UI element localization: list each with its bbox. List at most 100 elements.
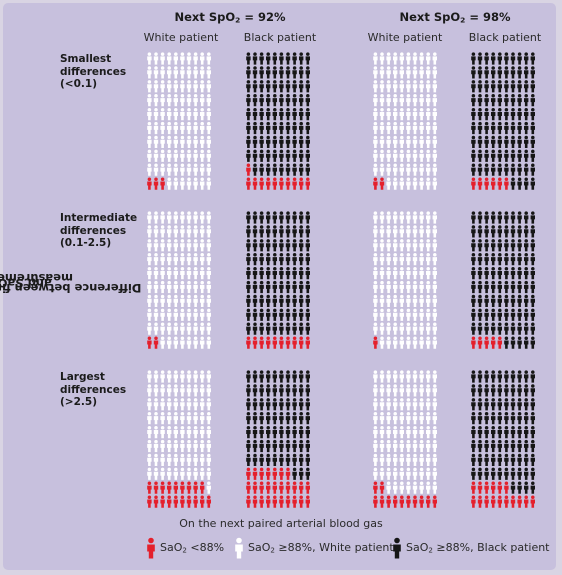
person-icon-white [393, 467, 398, 480]
person-icon-black [477, 439, 483, 453]
person-icon-black [471, 308, 476, 321]
person-icon-white [386, 94, 391, 107]
person-icon-white [180, 425, 185, 439]
person-icon-white [206, 107, 211, 121]
person-icon-white [373, 94, 378, 107]
person-icon-black [259, 239, 264, 252]
grid-largest-white-spo2-98 [373, 370, 437, 508]
person-icon-white [393, 149, 398, 162]
person-icon-black [272, 280, 277, 294]
person-icon-black [259, 225, 264, 238]
person-icon-white [147, 80, 152, 93]
person-icon-white [153, 322, 159, 335]
person-icon-black [477, 467, 483, 480]
person-icon-white [412, 384, 418, 397]
person-icon-black [517, 253, 522, 266]
person-icon-white [160, 467, 165, 480]
person-icon-white [412, 398, 418, 411]
person-icon-white [153, 294, 159, 307]
person-icon-white [379, 163, 385, 176]
person-icon-black [491, 107, 496, 121]
person-icon-black [504, 107, 509, 121]
person-icon-red [299, 495, 304, 508]
person-icon-black [491, 384, 496, 397]
person-icon-white [412, 80, 418, 93]
person-icon-white [180, 52, 185, 65]
person-icon-black [252, 52, 258, 65]
person-icon-black [299, 412, 304, 425]
person-icon-white [153, 425, 159, 439]
person-icon-white [160, 253, 165, 266]
person-icon-white [379, 135, 385, 148]
person-icon-black [292, 163, 297, 176]
person-icon-red [279, 336, 284, 349]
person-icon-white [432, 294, 437, 307]
person-icon-black [285, 239, 291, 252]
person-icon-white [200, 135, 205, 148]
person-icon-white [147, 370, 152, 383]
person-icon-black [524, 80, 529, 93]
person-icon-white [173, 322, 178, 335]
person-icon-red [259, 336, 264, 349]
person-icon-white [373, 467, 378, 480]
person-icon-white [206, 149, 211, 162]
person-icon-black [272, 308, 277, 321]
person-icon-black [471, 149, 476, 162]
person-icon-black [246, 149, 251, 162]
person-icon-black [504, 294, 509, 307]
person-icon-black [491, 266, 496, 280]
person-icon-white [419, 177, 424, 190]
person-icon-white [379, 370, 385, 383]
person-icon-white [167, 253, 172, 266]
person-icon-white [200, 412, 205, 425]
person-icon-red [406, 495, 411, 508]
person-icon-white [399, 121, 404, 135]
person-icon-white [419, 467, 424, 480]
legend-item-red: SaO2 <88% [146, 536, 224, 560]
person-icon-white [426, 177, 431, 190]
person-icon-white [386, 52, 391, 65]
person-icon-white [173, 66, 178, 79]
person-icon-black [285, 280, 291, 294]
person-icon-white [399, 398, 404, 411]
person-icon-red [285, 495, 291, 508]
person-icon-black [530, 384, 535, 397]
person-icon-white [200, 177, 205, 190]
person-icon-red [279, 481, 284, 494]
person-icon-red [272, 336, 277, 349]
person-icon-black [530, 453, 535, 466]
person-icon-black [285, 52, 291, 65]
person-icon-white [412, 121, 418, 135]
person-icon-black [252, 66, 258, 79]
person-icon-white [167, 425, 172, 439]
person-icon-white [200, 294, 205, 307]
person-icon-white [406, 253, 411, 266]
person-icon-black [266, 253, 271, 266]
person-icon-white [186, 239, 192, 252]
person-icon-white [200, 239, 205, 252]
person-icon-red [186, 495, 192, 508]
person-icon-white [180, 266, 185, 280]
person-icon-black [524, 308, 529, 321]
person-icon-black [497, 80, 502, 93]
person-icon-black [491, 467, 496, 480]
person-icon-white [160, 107, 165, 121]
person-icon-white [180, 121, 185, 135]
person-icon-white [399, 177, 404, 190]
person-icon-white [200, 439, 205, 453]
person-icon-black [471, 94, 476, 107]
person-icon-white [186, 384, 192, 397]
person-icon-black [305, 66, 310, 79]
person-icon-black [305, 280, 310, 294]
person-icon-white [399, 149, 404, 162]
person-icon-red [484, 177, 489, 190]
grid-smallest-black-spo2-92 [246, 52, 310, 190]
person-icon-black [504, 121, 509, 135]
person-icon-white [147, 467, 152, 480]
person-icon-black [491, 412, 496, 425]
person-icon-black [299, 163, 304, 176]
person-icon-white [393, 121, 398, 135]
person-icon-black [504, 453, 509, 466]
person-icon-black [266, 66, 271, 79]
person-icon-black [524, 135, 529, 148]
